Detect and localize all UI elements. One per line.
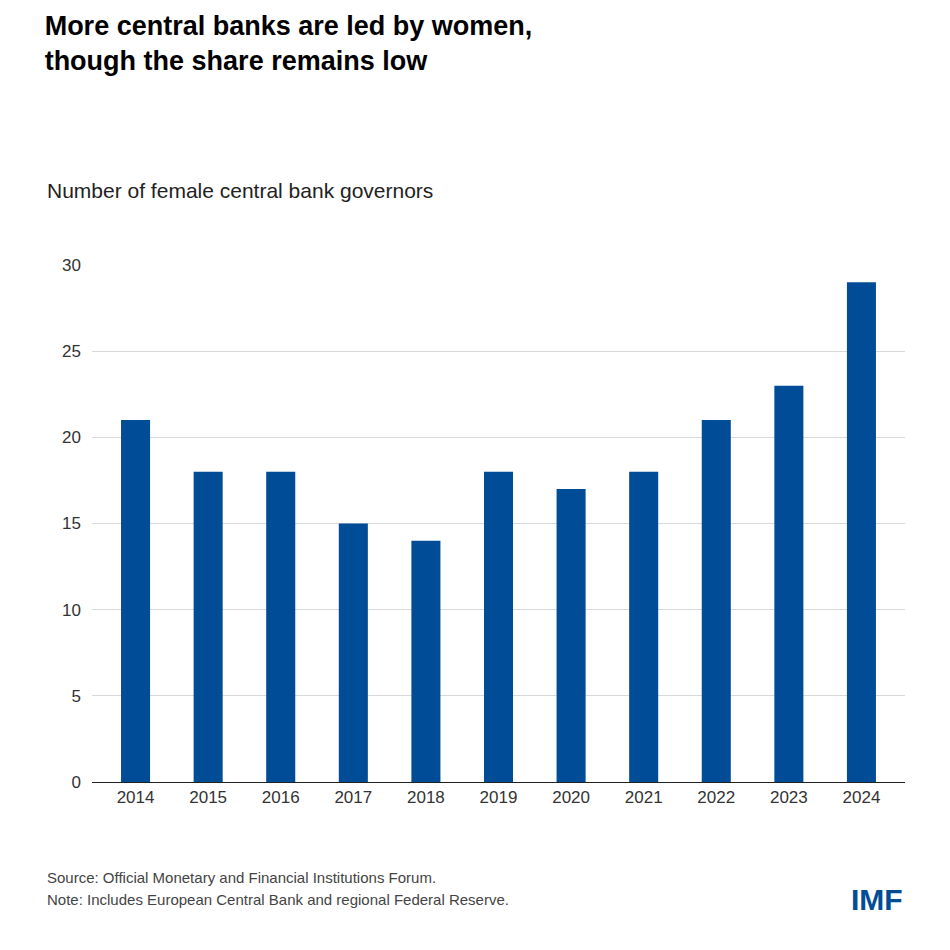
svg-text:2015: 2015 (189, 788, 227, 807)
svg-text:5: 5 (72, 687, 81, 706)
svg-text:2021: 2021 (625, 788, 663, 807)
svg-text:2017: 2017 (334, 788, 372, 807)
svg-text:Number of female central bank: Number of female central bank governors (47, 179, 433, 202)
svg-text:IMF: IMF (851, 883, 903, 916)
svg-text:15: 15 (62, 514, 81, 533)
svg-text:Note: Includes European Centra: Note: Includes European Central Bank and… (47, 891, 509, 908)
svg-text:2020: 2020 (552, 788, 590, 807)
svg-text:25: 25 (62, 342, 81, 361)
svg-text:20: 20 (62, 428, 81, 447)
svg-text:Source: Official Monetary and: Source: Official Monetary and Financial … (47, 869, 436, 886)
svg-text:2022: 2022 (697, 788, 735, 807)
svg-text:2014: 2014 (117, 788, 155, 807)
svg-text:2018: 2018 (407, 788, 445, 807)
svg-text:10: 10 (62, 601, 81, 620)
svg-text:2024: 2024 (843, 788, 881, 807)
svg-text:30: 30 (62, 256, 81, 275)
svg-text:2016: 2016 (262, 788, 300, 807)
svg-text:0: 0 (72, 773, 81, 792)
svg-text:More central banks are led by: More central banks are led by women,thou… (45, 11, 533, 76)
svg-text:2023: 2023 (770, 788, 808, 807)
svg-text:2019: 2019 (480, 788, 518, 807)
